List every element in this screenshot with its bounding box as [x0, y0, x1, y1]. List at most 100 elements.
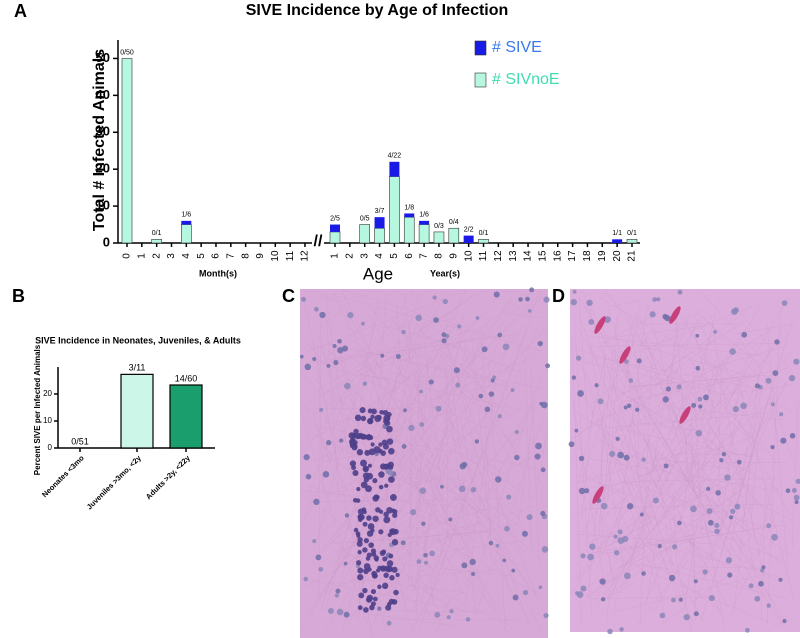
x-tick-label: 5	[389, 253, 400, 259]
nucleus	[525, 296, 530, 302]
nucleus	[386, 620, 392, 626]
fiber	[503, 341, 534, 375]
nucleus	[367, 523, 375, 530]
fiber	[589, 343, 775, 347]
fiber	[578, 315, 669, 553]
fiber	[301, 490, 491, 511]
fiber	[701, 382, 787, 571]
nucleus	[366, 552, 372, 558]
panel-label: D	[552, 286, 565, 306]
fiber	[573, 313, 592, 614]
nucleus	[766, 603, 771, 608]
fiber	[326, 367, 405, 463]
fiber	[579, 298, 734, 558]
nucleus	[664, 315, 671, 322]
nucleus	[578, 455, 585, 462]
fiber	[332, 352, 496, 615]
nucleus	[613, 550, 620, 556]
nucleus	[424, 560, 429, 565]
vessel	[594, 316, 606, 334]
nucleus	[597, 398, 604, 405]
nucleus	[714, 522, 720, 528]
nucleus	[357, 567, 364, 574]
fiber	[584, 492, 593, 548]
nucleus	[568, 441, 575, 448]
fiber	[371, 459, 436, 506]
nucleus	[448, 517, 453, 522]
fiber	[663, 439, 756, 571]
x-tick-label: 8	[240, 253, 251, 259]
fiber	[329, 309, 378, 356]
fiber	[685, 539, 727, 568]
fiber	[693, 473, 795, 521]
fiber	[706, 422, 778, 531]
nucleus	[779, 412, 784, 417]
fiber	[318, 306, 346, 328]
fiber	[602, 529, 618, 594]
nucleus	[423, 552, 428, 558]
nucleus	[575, 355, 582, 361]
nucleus	[441, 332, 447, 338]
x-tick-label: Adults >2y, <22y	[144, 453, 192, 501]
fiber	[473, 403, 536, 485]
nucleus	[378, 442, 383, 447]
nucleus	[363, 607, 369, 613]
nucleus	[370, 442, 375, 447]
nucleus	[378, 471, 385, 478]
nucleus	[534, 453, 541, 460]
x-tick-label: 5	[196, 253, 207, 259]
fiber	[635, 559, 690, 627]
nucleus	[668, 574, 676, 582]
y-tick-label: 30	[96, 124, 110, 139]
fiber	[322, 442, 446, 635]
fiber	[433, 339, 510, 579]
fiber	[530, 368, 540, 568]
nucleus	[380, 566, 385, 571]
nucleus	[446, 615, 451, 620]
fiber	[608, 524, 787, 552]
nucleus	[626, 503, 634, 510]
fiber	[696, 364, 719, 513]
nucleus	[492, 375, 497, 380]
fiber	[423, 468, 491, 521]
fiber	[361, 340, 404, 479]
nucleus	[698, 404, 703, 409]
nucleus	[458, 485, 466, 493]
fiber	[456, 340, 526, 475]
nucleus	[416, 559, 422, 564]
fiber	[640, 323, 680, 532]
fiber	[728, 364, 762, 562]
nucleus	[312, 357, 317, 362]
fiber	[426, 380, 519, 539]
bar-label: 0/1	[152, 230, 162, 237]
fiber	[613, 457, 765, 543]
nucleus	[729, 348, 736, 355]
fiber	[372, 343, 514, 488]
nucleus	[484, 406, 491, 413]
fiber	[606, 453, 683, 504]
nucleus	[734, 503, 741, 510]
bar-segment	[612, 239, 623, 243]
nucleus	[758, 580, 764, 587]
fiber	[628, 594, 635, 601]
nucleus	[387, 469, 394, 476]
fiber	[418, 329, 528, 631]
x-tick-label: 7	[225, 253, 236, 259]
fiber	[409, 315, 542, 483]
fiber	[734, 533, 740, 539]
fiber	[607, 307, 681, 558]
nucleus	[571, 375, 577, 380]
nucleus	[326, 439, 332, 446]
x-tick-label: 12	[300, 250, 311, 262]
nucleus	[600, 597, 606, 602]
fiber	[626, 360, 644, 519]
fiber	[307, 299, 511, 616]
vessel	[669, 306, 681, 324]
nucleus	[470, 486, 477, 493]
nucleus	[490, 378, 495, 383]
fiber	[609, 556, 611, 574]
fiber	[718, 380, 721, 504]
fiber	[346, 605, 359, 626]
fiber	[618, 434, 684, 614]
